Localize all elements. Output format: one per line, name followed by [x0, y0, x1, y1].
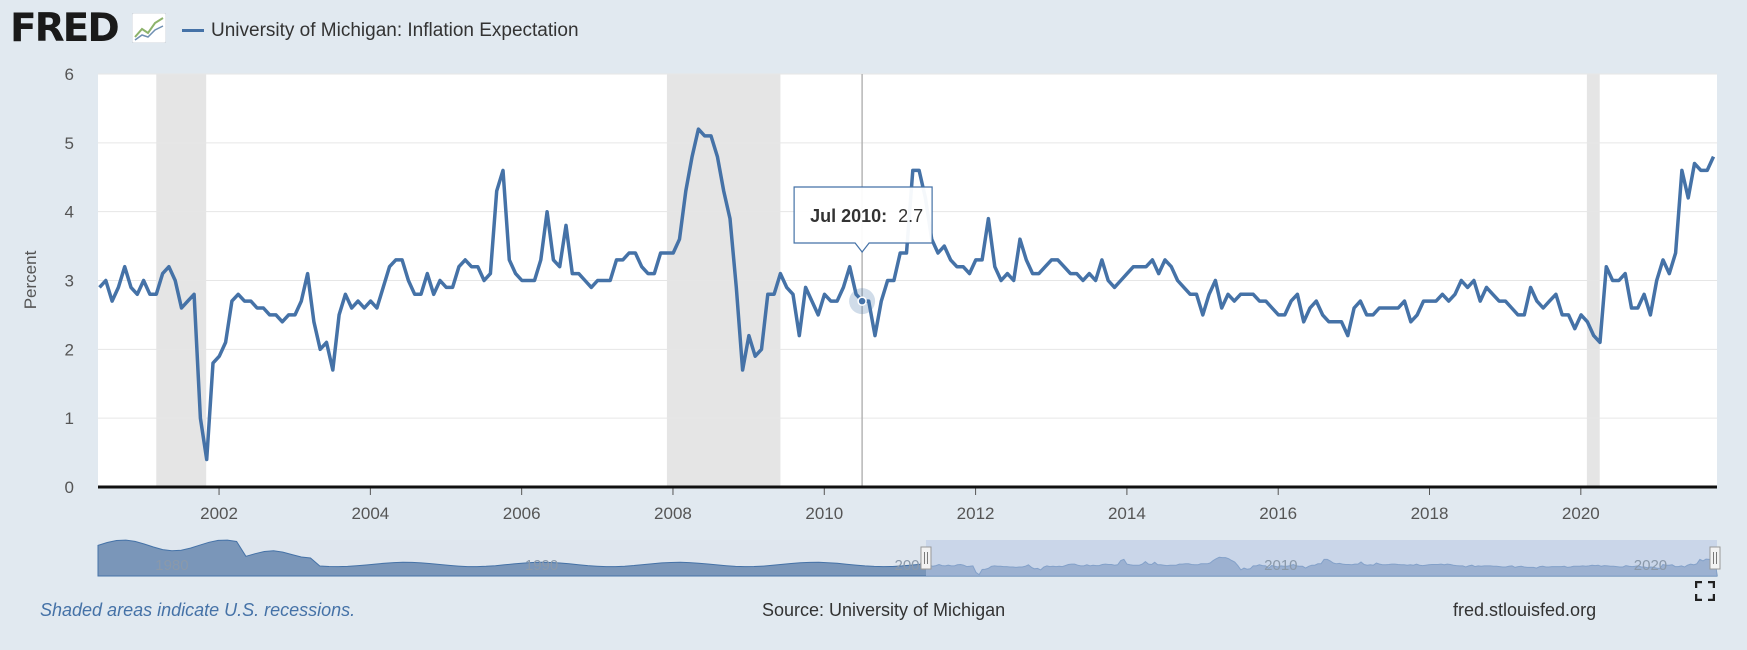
tooltip-date: Jul 2010: [810, 206, 887, 226]
line-chart[interactable]: 0 1 2 3 4 5 6 2002 2004 2006 2008 2010 2012 2014 2016… [0, 0, 1747, 590]
tooltip-value: 2.7 [898, 206, 923, 226]
x-tick-label: 2016 [1259, 504, 1297, 523]
x-tick-label: 2002 [200, 504, 238, 523]
navigator-selected-range [925, 540, 1717, 576]
tooltip: Jul 2010: 2.7 [793, 186, 933, 253]
x-tick-label: 2014 [1108, 504, 1146, 523]
y-tick-label: 3 [65, 272, 74, 291]
x-tick-label: 2004 [351, 504, 389, 523]
tooltip-text: Jul 2010: 2.7 [810, 206, 923, 226]
legend-label: University of Michigan: Inflation Expect… [211, 20, 579, 41]
recession-note[interactable]: Shaded areas indicate U.S. recessions. [40, 600, 356, 620]
navigator-labels: 1980 1990 2000 2010 2020 [155, 557, 1667, 574]
x-axis-ticks: 2002 2004 2006 2008 2010 2012 2014 2016 2018 2020 [200, 487, 1600, 523]
x-tick-label: 2006 [503, 504, 541, 523]
x-tick-label: 2008 [654, 504, 692, 523]
site-link[interactable]: fred.stlouisfed.org [1453, 600, 1597, 620]
tooltip-box [793, 186, 933, 253]
navigator-label: 2020 [1634, 557, 1667, 574]
y-axis-label: Percent [21, 250, 40, 309]
series-line[interactable] [98, 127, 1716, 462]
navigator-label: 2000 [895, 557, 928, 574]
y-tick-label: 0 [65, 478, 74, 497]
x-tick-label: 2018 [1411, 504, 1449, 523]
y-tick-label: 1 [65, 409, 74, 428]
source-text: Source: University of Michigan [762, 600, 1006, 620]
x-tick-label: 2020 [1562, 504, 1600, 523]
handle-grip[interactable] [1709, 546, 1721, 570]
y-tick-label: 5 [65, 134, 74, 153]
x-tick-label: 2010 [805, 504, 843, 523]
hover-marker [857, 296, 867, 306]
navigator-label: 2010 [1264, 557, 1297, 574]
y-tick-label: 4 [65, 203, 74, 222]
navigator-label: 1990 [525, 557, 558, 574]
y-axis-ticks: 0 1 2 3 4 5 6 [65, 65, 74, 497]
navigator[interactable]: 1980 1990 2000 2010 2020 [97, 539, 1721, 577]
fred-logo[interactable]: FRED [10, 6, 120, 51]
chart-logo-icon [132, 13, 166, 43]
navigator-handle-left[interactable] [920, 546, 932, 570]
x-tick-label: 2012 [957, 504, 995, 523]
chart-header: FRED University of Michigan: Inflation E… [0, 0, 1747, 60]
y-tick-label: 2 [65, 340, 74, 359]
y-tick-label: 6 [65, 65, 74, 84]
fullscreen-icon[interactable] [1695, 581, 1715, 601]
navigator-label: 1980 [155, 557, 188, 574]
legend-swatch [182, 29, 204, 32]
navigator-handle-right[interactable] [1709, 546, 1721, 570]
handle-grip[interactable] [920, 546, 932, 570]
